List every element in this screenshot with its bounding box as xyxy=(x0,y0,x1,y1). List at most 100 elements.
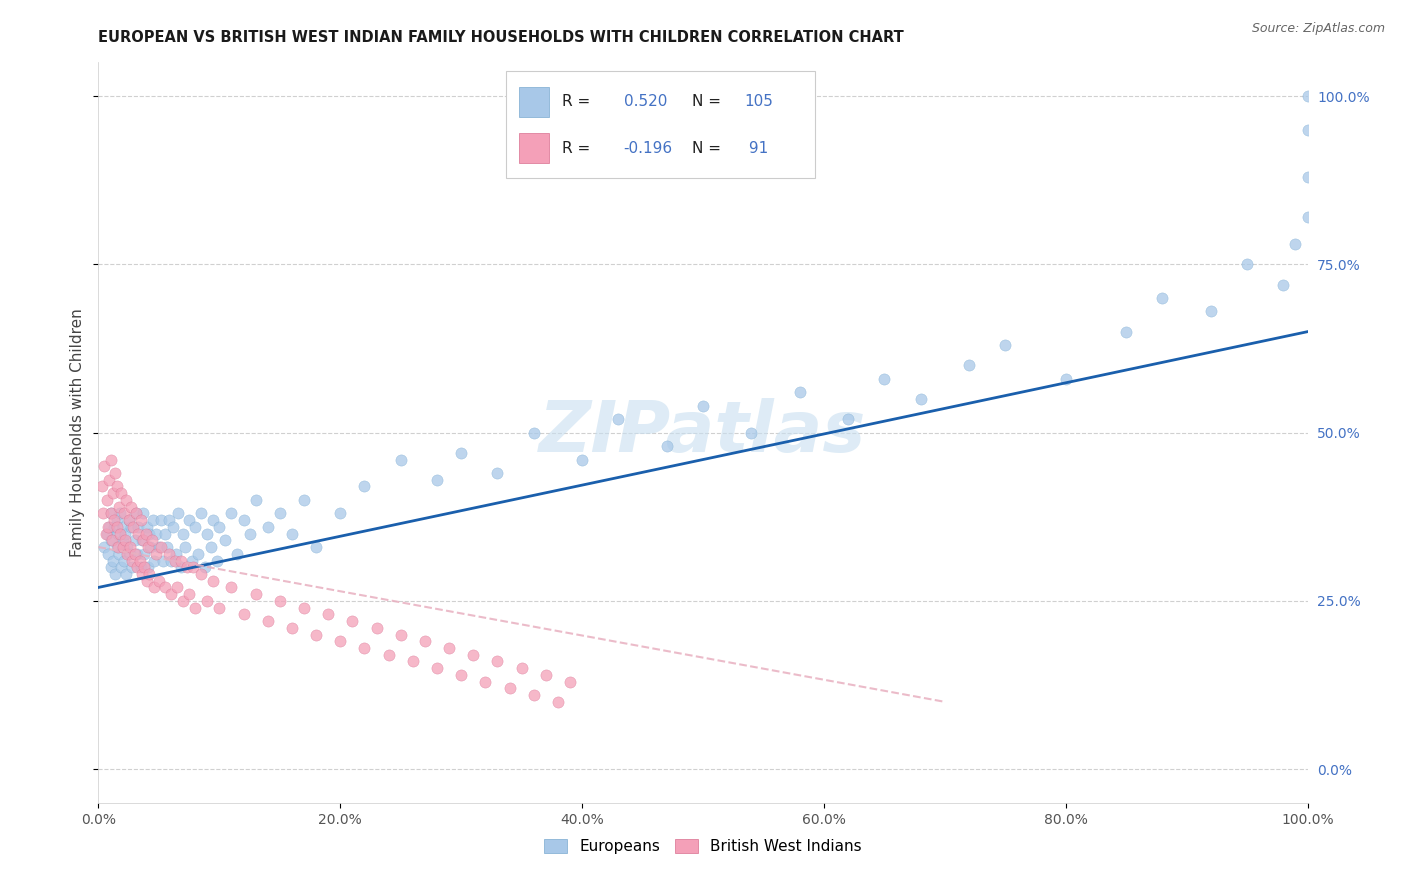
Point xyxy=(208,520,231,534)
Point xyxy=(194,560,217,574)
Point xyxy=(1152,291,1174,305)
Point xyxy=(1199,304,1222,318)
Point xyxy=(172,526,194,541)
Point xyxy=(292,492,315,507)
Point xyxy=(104,566,127,581)
Point xyxy=(176,560,198,574)
Point xyxy=(100,452,122,467)
Point xyxy=(105,520,128,534)
Text: -0.196: -0.196 xyxy=(624,141,673,156)
Point xyxy=(316,607,339,622)
Point xyxy=(1115,325,1137,339)
Point xyxy=(329,634,352,648)
Point xyxy=(153,581,176,595)
Point xyxy=(1236,257,1258,271)
Point xyxy=(190,507,212,521)
Point xyxy=(269,594,291,608)
Point xyxy=(108,547,131,561)
Point xyxy=(112,507,135,521)
Point xyxy=(103,520,125,534)
Point xyxy=(510,661,533,675)
Point xyxy=(256,614,278,628)
Point xyxy=(131,533,153,548)
Point xyxy=(607,412,630,426)
Point xyxy=(111,540,134,554)
Point xyxy=(91,507,114,521)
Point xyxy=(143,581,166,595)
Point xyxy=(135,520,157,534)
Point xyxy=(136,540,159,554)
Point xyxy=(353,479,375,493)
Point xyxy=(105,513,128,527)
Point xyxy=(128,553,150,567)
Point xyxy=(221,581,243,595)
Point xyxy=(426,661,449,675)
Point xyxy=(1284,237,1306,252)
Point xyxy=(117,547,139,561)
Point xyxy=(100,507,122,521)
Point xyxy=(138,526,160,541)
Point xyxy=(101,553,124,567)
Point xyxy=(1296,89,1319,103)
Text: N =: N = xyxy=(692,141,725,156)
Point xyxy=(108,526,131,541)
FancyBboxPatch shape xyxy=(519,87,550,118)
Point xyxy=(112,553,135,567)
Point xyxy=(138,566,160,581)
Point xyxy=(232,607,254,622)
Point xyxy=(150,513,173,527)
Point xyxy=(202,574,225,588)
Point xyxy=(118,540,141,554)
Point xyxy=(156,540,179,554)
Point xyxy=(163,553,186,567)
Point xyxy=(118,547,141,561)
Point xyxy=(94,526,117,541)
Point xyxy=(145,547,167,561)
Point xyxy=(129,513,152,527)
Point xyxy=(145,526,167,541)
Point xyxy=(202,513,225,527)
Point xyxy=(129,560,152,574)
Point xyxy=(281,621,304,635)
Point xyxy=(389,452,412,467)
Point xyxy=(91,479,114,493)
Point xyxy=(172,594,194,608)
Point xyxy=(534,668,557,682)
Point xyxy=(181,560,204,574)
Point xyxy=(120,500,142,514)
Point xyxy=(124,533,146,548)
Point xyxy=(437,640,460,655)
Point xyxy=(96,492,118,507)
Point xyxy=(127,526,149,541)
Point xyxy=(190,566,212,581)
Point xyxy=(655,439,678,453)
Point xyxy=(226,547,249,561)
Point xyxy=(96,526,118,541)
Point xyxy=(174,540,197,554)
Point xyxy=(208,600,231,615)
Point xyxy=(450,668,472,682)
Point xyxy=(157,513,180,527)
Point xyxy=(134,560,156,574)
Point xyxy=(100,560,122,574)
Point xyxy=(127,520,149,534)
Text: 91: 91 xyxy=(744,141,769,156)
Text: EUROPEAN VS BRITISH WEST INDIAN FAMILY HOUSEHOLDS WITH CHILDREN CORRELATION CHAR: EUROPEAN VS BRITISH WEST INDIAN FAMILY H… xyxy=(98,29,904,45)
Point xyxy=(98,473,121,487)
Point xyxy=(98,520,121,534)
Point xyxy=(195,594,218,608)
Y-axis label: Family Households with Children: Family Households with Children xyxy=(70,309,86,557)
Point xyxy=(114,533,136,548)
Point xyxy=(329,507,352,521)
Point xyxy=(132,507,155,521)
Point xyxy=(994,338,1017,352)
Text: 105: 105 xyxy=(744,94,773,109)
Point xyxy=(131,566,153,581)
Point xyxy=(1296,211,1319,225)
Text: R =: R = xyxy=(562,94,595,109)
Point xyxy=(402,655,425,669)
Point xyxy=(108,507,131,521)
Point xyxy=(239,526,262,541)
Point xyxy=(105,479,128,493)
Point xyxy=(136,560,159,574)
